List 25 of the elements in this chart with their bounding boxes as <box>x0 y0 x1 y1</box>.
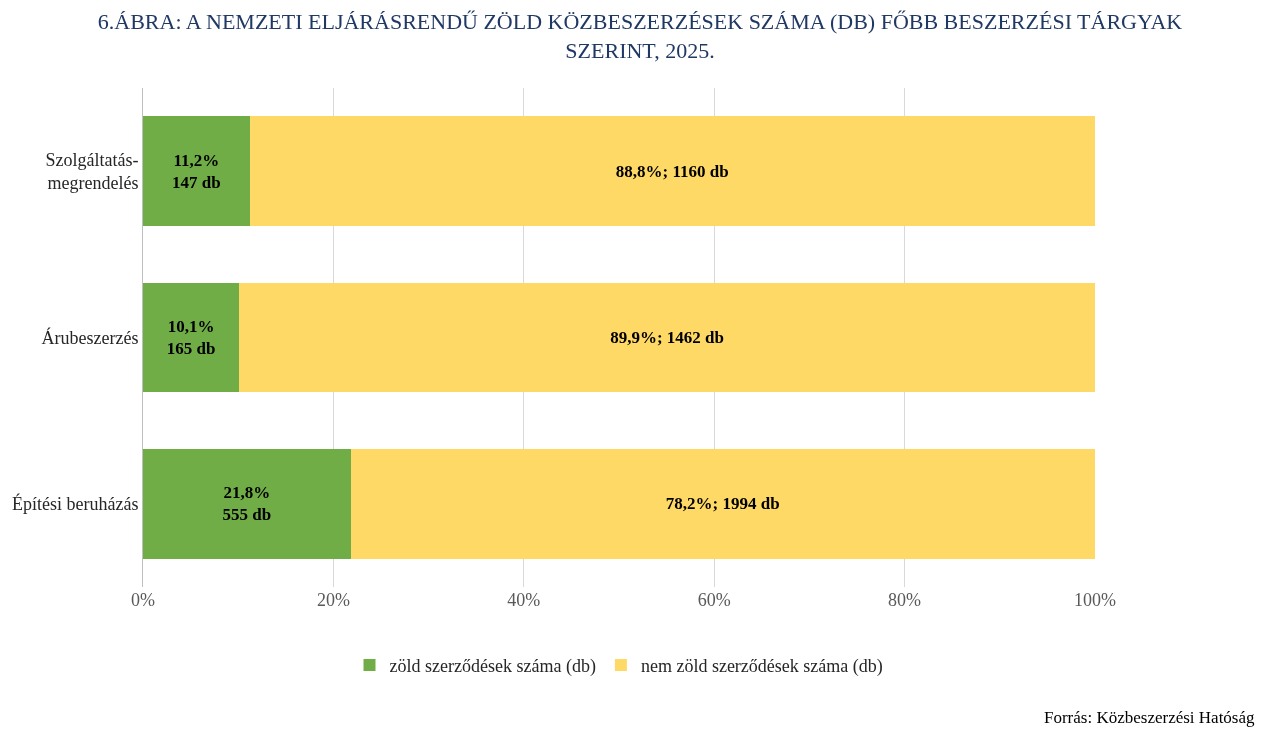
data-label: 88,8%; 1160 db <box>615 161 729 181</box>
bar <box>239 282 1095 393</box>
bar <box>143 282 240 393</box>
data-label: 89,9%; 1462 db <box>610 328 724 347</box>
x-tick-label: 60% <box>697 590 731 610</box>
data-label: 21,8% 555 db <box>222 483 272 525</box>
data-label: 11,2% 147 db <box>171 150 221 192</box>
legend-label: zöld szerződések száma (db) <box>389 656 596 678</box>
x-tick-label: 0% <box>131 590 155 610</box>
bar <box>249 116 1095 227</box>
y-tick-label: Építési beruházás <box>11 493 139 515</box>
x-tick-label: 40% <box>507 590 541 610</box>
chart-title: 6.ÁBRA: A NEMZETI ELJÁRÁSRENDŰ ZÖLD KÖZBESZERZÉSEK SZÁMA (DB) FŐBB BESZERZÉSI TÁRGYAK SZERINT, 2025. <box>97 9 1183 64</box>
legend-label: nem zöld szerződések száma (db) <box>640 656 883 678</box>
x-tick-label: 80% <box>888 590 922 610</box>
y-tick-label: Szolgáltatás-megrendelés <box>45 149 139 194</box>
bar <box>143 448 351 559</box>
bar <box>143 116 250 227</box>
data-label: 10,1% 165 db <box>166 316 216 359</box>
y-tick-label: Árubeszerzés <box>41 326 139 348</box>
x-tick-label: 20% <box>316 590 350 610</box>
text: Forrás: Közbeszerzési Hatóság <box>1044 708 1256 727</box>
x-tick-label: 100% <box>1074 590 1116 610</box>
bar <box>350 448 1095 559</box>
data-label: 78,2%; 1994 db <box>665 494 780 514</box>
